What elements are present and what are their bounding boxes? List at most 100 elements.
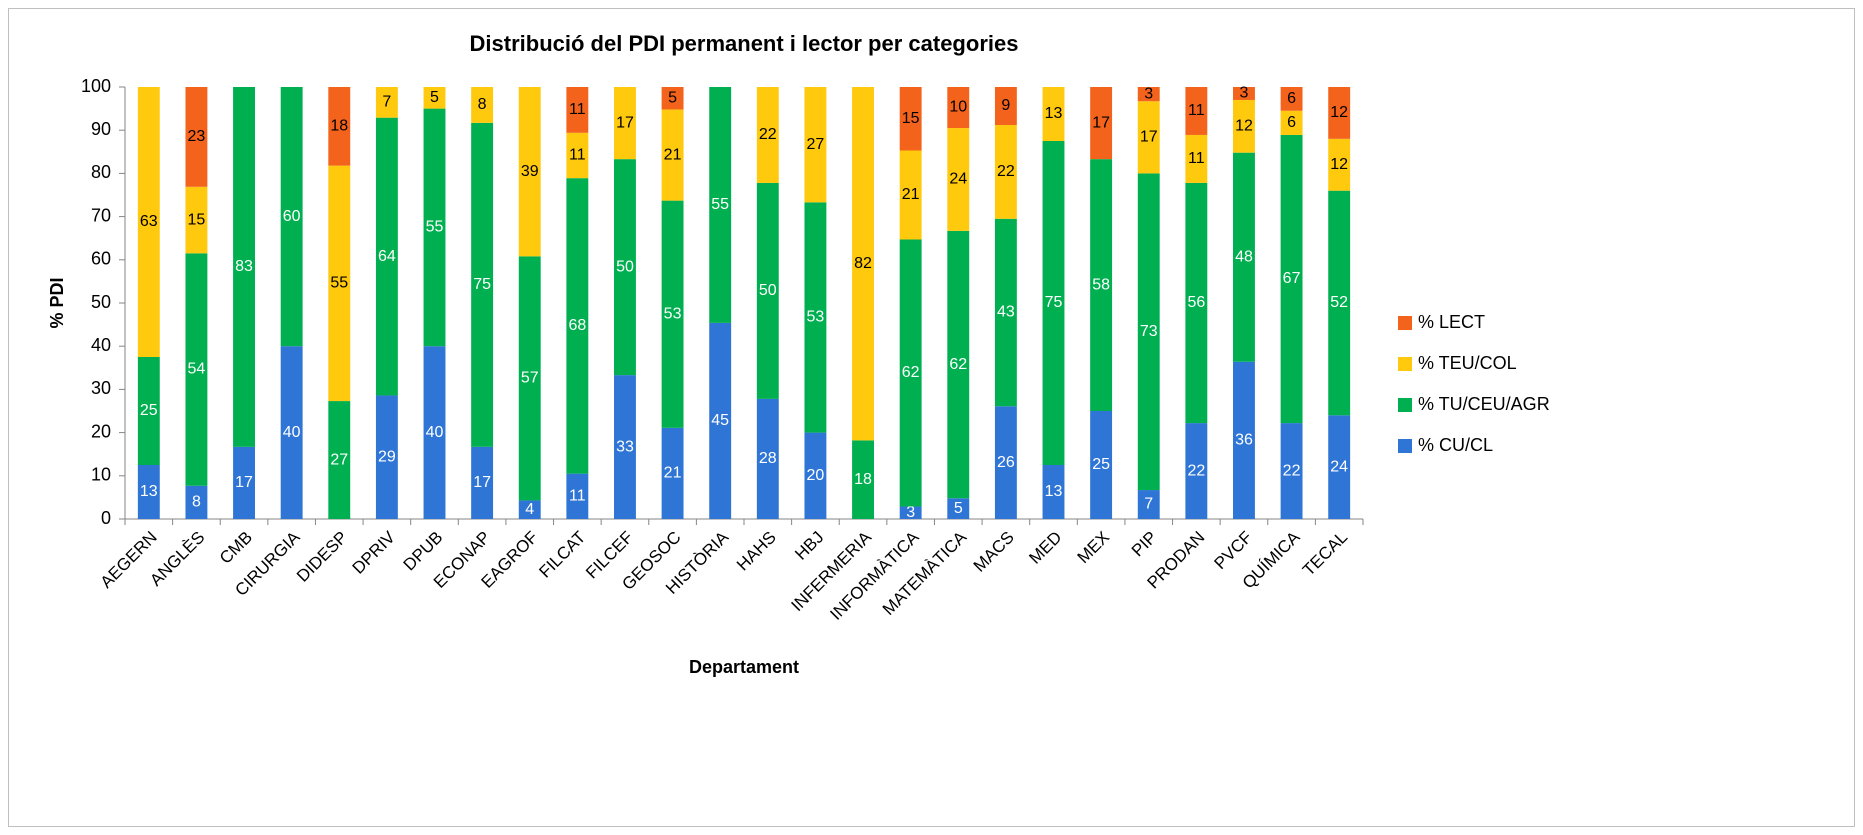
data-label: 8 xyxy=(478,96,487,113)
data-label: 26 xyxy=(997,454,1015,471)
bar-segment xyxy=(994,87,1017,126)
data-label: 11 xyxy=(569,101,586,118)
bar-segment xyxy=(804,87,827,203)
bar-segment xyxy=(804,202,827,433)
data-label: 22 xyxy=(759,126,777,143)
bar-segment xyxy=(661,87,684,110)
y-tick-label: 0 xyxy=(101,508,111,528)
bar-segment xyxy=(1328,190,1351,416)
bar-segment xyxy=(947,498,970,519)
data-label: 50 xyxy=(616,258,634,275)
chart-border xyxy=(8,8,1855,827)
data-label: 7 xyxy=(382,94,391,111)
data-label: 39 xyxy=(521,163,539,180)
bar-segment xyxy=(1233,87,1255,100)
data-label: 12 xyxy=(1330,104,1348,121)
data-label: 17 xyxy=(235,474,253,491)
bar-segment xyxy=(280,87,303,347)
bar-segment xyxy=(852,440,874,519)
bar-segment xyxy=(375,395,398,519)
bar-segment xyxy=(137,357,160,465)
data-label: 11 xyxy=(569,147,586,164)
bar-segment xyxy=(709,87,732,323)
legend-swatch xyxy=(1398,439,1412,453)
data-label: 83 xyxy=(235,258,253,275)
data-label: 54 xyxy=(188,361,206,378)
data-label: 12 xyxy=(1330,156,1348,173)
data-label: 20 xyxy=(807,467,825,484)
bar-segment xyxy=(756,398,779,519)
bar-segment xyxy=(1233,361,1255,519)
bar-segment xyxy=(423,346,446,519)
data-label: 64 xyxy=(378,248,396,265)
data-label: 56 xyxy=(1187,294,1205,311)
bar-segment xyxy=(328,87,351,166)
legend-label: % CU/CL xyxy=(1418,435,1493,455)
data-label: 3 xyxy=(906,504,915,521)
bar-segment xyxy=(709,322,732,519)
bar-segment xyxy=(185,253,208,486)
data-label: 15 xyxy=(902,110,920,127)
legend-label: % TEU/COL xyxy=(1418,353,1517,373)
data-label: 15 xyxy=(188,211,206,228)
data-label: 48 xyxy=(1235,248,1253,265)
x-axis-label: Departament xyxy=(689,657,799,677)
bar-segment xyxy=(1042,141,1065,465)
data-label: 21 xyxy=(664,465,682,482)
y-tick-label: 30 xyxy=(91,378,111,398)
data-label: 40 xyxy=(283,424,301,441)
bar-segment xyxy=(804,432,827,519)
y-tick-label: 70 xyxy=(91,205,111,225)
data-label: 7 xyxy=(1144,496,1153,513)
data-label: 5 xyxy=(954,500,963,517)
y-tick-label: 10 xyxy=(91,465,111,485)
data-label: 75 xyxy=(473,276,491,293)
bar-segment xyxy=(566,87,589,133)
bar-segment xyxy=(994,218,1017,407)
bar-segment xyxy=(899,87,922,151)
data-label: 24 xyxy=(1330,458,1348,475)
data-label: 43 xyxy=(997,304,1015,321)
data-label: 3 xyxy=(1240,85,1249,102)
bar-segment xyxy=(566,473,589,519)
bar-segment xyxy=(1137,101,1160,174)
data-label: 8 xyxy=(192,494,201,511)
data-label: 50 xyxy=(759,282,777,299)
data-label: 68 xyxy=(568,317,586,334)
data-label: 24 xyxy=(949,171,967,188)
data-label: 17 xyxy=(1140,129,1158,146)
bar-segment xyxy=(661,200,684,428)
bar-segment xyxy=(471,87,494,123)
data-label: 55 xyxy=(426,219,444,236)
data-label: 21 xyxy=(902,186,920,203)
bar-segment xyxy=(137,465,160,519)
bar-segment xyxy=(1328,415,1351,519)
data-label: 17 xyxy=(1092,114,1110,131)
data-label: 53 xyxy=(807,309,825,326)
data-label: 25 xyxy=(140,402,158,419)
bar-segment xyxy=(1280,423,1303,519)
legend-label: % TU/CEU/AGR xyxy=(1418,394,1550,414)
bar-segment xyxy=(471,122,494,447)
data-label: 21 xyxy=(664,146,682,163)
bar-segment xyxy=(375,87,398,118)
data-label: 4 xyxy=(525,501,534,518)
data-label: 22 xyxy=(1187,462,1205,479)
bar-segment xyxy=(947,128,970,231)
bar-segment xyxy=(899,506,922,519)
bar-segment xyxy=(233,446,255,519)
bar-segment xyxy=(899,239,922,507)
bar-segment xyxy=(899,150,922,240)
data-label: 62 xyxy=(949,356,967,373)
bar-segment xyxy=(328,165,351,402)
bar-segment xyxy=(756,182,779,399)
data-label: 18 xyxy=(330,118,348,135)
bar-segment xyxy=(1280,110,1303,135)
data-label: 82 xyxy=(854,255,872,272)
bar-segment xyxy=(1328,87,1351,139)
data-label: 55 xyxy=(330,275,348,292)
bar-segment xyxy=(756,87,779,183)
data-label: 3 xyxy=(1144,85,1153,102)
bar-segment xyxy=(471,446,494,519)
bar-segment xyxy=(1137,173,1160,491)
